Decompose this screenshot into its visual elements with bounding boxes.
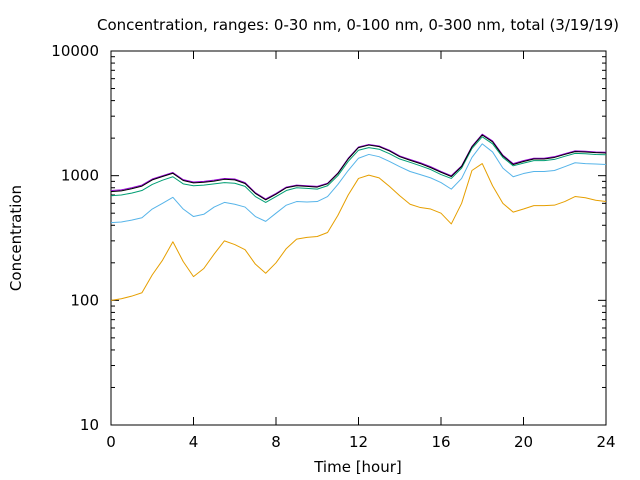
- ticks-layer: 0 4 8 12 16 20 24 10 100 1000 10000: [51, 42, 615, 451]
- series-line-4: [110, 133, 607, 200]
- x-axis-label: Time [hour]: [313, 458, 402, 476]
- x-tick-label: 20: [514, 433, 533, 451]
- series-line-3: [110, 136, 607, 203]
- x-tick-label: 12: [349, 433, 368, 451]
- chart-title: Concentration, ranges: 0-30 nm, 0-100 nm…: [97, 16, 619, 34]
- x-tick-label: 0: [106, 433, 116, 451]
- series-line-1: [110, 163, 607, 301]
- x-tick-label: 4: [189, 433, 199, 451]
- y-tick-label: 100: [70, 291, 99, 309]
- plot-frame: [110, 50, 607, 426]
- x-tick-label: 16: [431, 433, 450, 451]
- series-line-2: [110, 143, 607, 224]
- series-line-5: [110, 134, 607, 201]
- series-layer: [110, 133, 607, 301]
- y-axis-label: Concentration: [7, 185, 25, 291]
- x-tick-label: 24: [596, 433, 615, 451]
- x-tick-label: 8: [271, 433, 281, 451]
- y-tick-label: 10: [80, 416, 99, 434]
- y-tick-label: 10000: [51, 42, 99, 60]
- y-tick-label: 1000: [61, 167, 99, 185]
